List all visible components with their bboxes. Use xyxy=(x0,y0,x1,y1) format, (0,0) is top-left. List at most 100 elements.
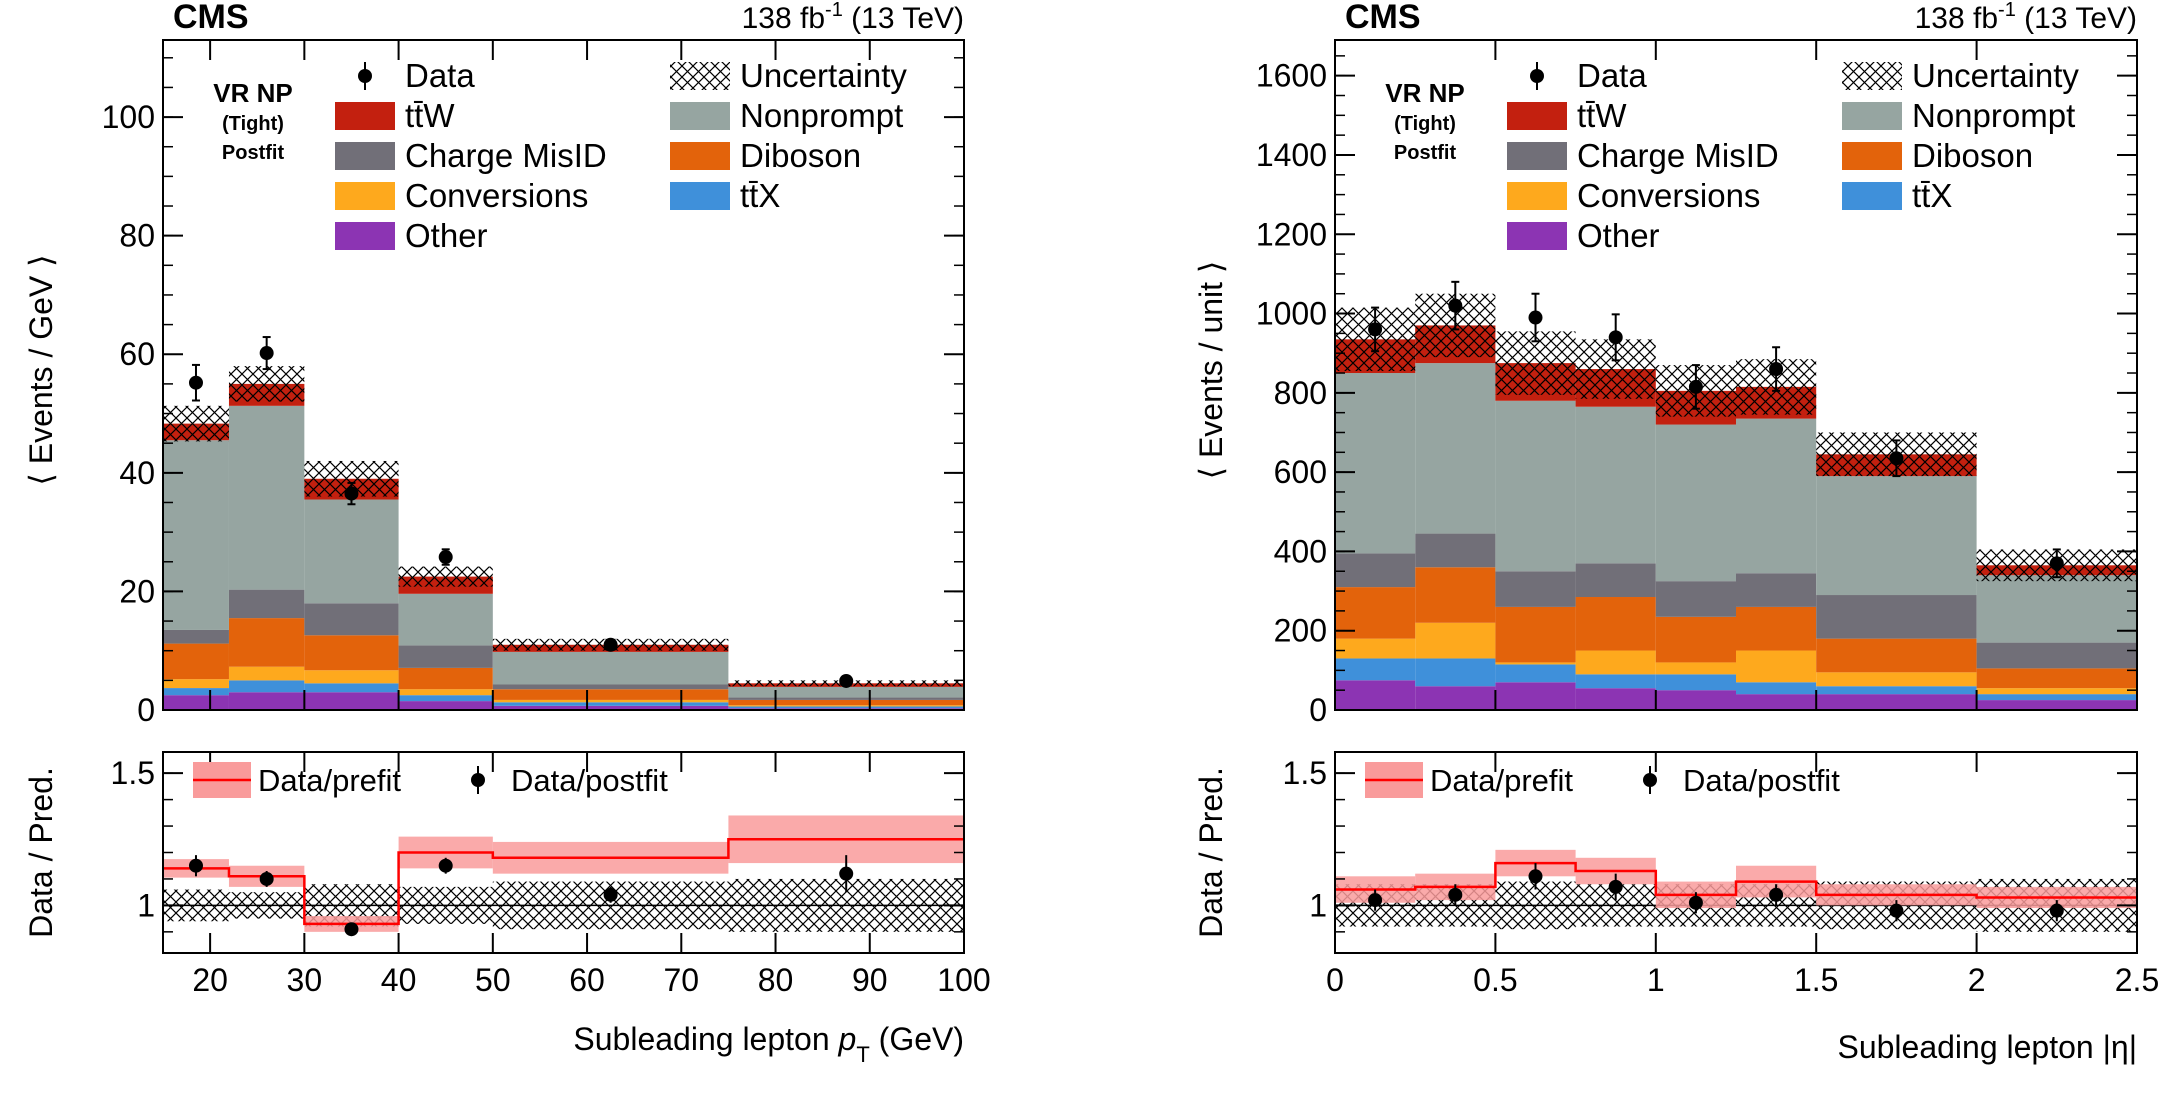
ratio-legend-prefit-label: Data/prefit xyxy=(258,763,401,798)
x-tick-label: 30 xyxy=(287,962,323,998)
bar-diboson xyxy=(1575,597,1656,651)
data-point xyxy=(259,346,274,361)
bar-ttX xyxy=(1976,694,2137,701)
bar-nonprompt xyxy=(228,405,305,590)
bar-charge_misid xyxy=(1736,573,1817,607)
y-tick-label: 1400 xyxy=(1256,137,1327,173)
ratio-postfit-point xyxy=(1608,879,1623,894)
legend-label-charge_misid: Charge MisID xyxy=(405,137,607,174)
legend-swatch-uncertainty xyxy=(1842,62,1902,90)
y-axis-label: ⟨ Events / unit ⟩ xyxy=(1193,261,1229,480)
bar-conversions xyxy=(728,705,964,707)
bar-other xyxy=(1415,686,1496,710)
y-tick-label: 0 xyxy=(137,692,155,728)
legend-label-nonprompt: Nonprompt xyxy=(1912,97,2075,134)
x-axis-label: Subleading lepton pT (GeV) xyxy=(573,1021,964,1067)
right-panel-eta: 0 200 400 600 800 1000 1200 1400 1600 0 0.5 1 1.5 2 2.… xyxy=(1193,0,2159,1065)
bar-ttX xyxy=(398,695,493,702)
bar-ttX xyxy=(228,680,305,693)
ratio-postfit-point xyxy=(344,922,359,937)
lumi-label: 138 fb-1 (13 TeV) xyxy=(742,0,964,35)
bar-charge_misid xyxy=(398,645,493,668)
legend-swatch-ttX xyxy=(670,182,730,210)
data-point xyxy=(2049,556,2064,571)
y-tick-label: 1000 xyxy=(1256,296,1327,332)
ratio-postfit-point xyxy=(1528,869,1543,884)
bar-nonprompt xyxy=(1415,363,1496,534)
legend-swatch-charge_misid xyxy=(1507,142,1567,170)
y-tick-label: 0 xyxy=(1309,692,1327,728)
y-tick-label: 40 xyxy=(119,455,155,491)
legend-label-conversions: Conversions xyxy=(405,177,588,214)
bar-conversions xyxy=(1335,638,1416,659)
region-label-line3: Postfit xyxy=(222,142,285,164)
lumi-label: 138 fb-1 (13 TeV) xyxy=(1915,0,2137,35)
legend-label-charge_misid: Charge MisID xyxy=(1577,137,1779,174)
bar-diboson xyxy=(228,618,305,667)
region-label-line1: VR NP xyxy=(1385,78,1464,108)
ratio-y-tick-label: 1.5 xyxy=(111,755,155,791)
bar-nonprompt xyxy=(1575,406,1656,564)
y-tick-label: 100 xyxy=(102,99,155,135)
bar-nonprompt xyxy=(1976,575,2137,643)
ratio-legend-postfit-label: Data/postfit xyxy=(511,763,668,798)
bar-conversions xyxy=(1415,622,1496,659)
x-tick-label: 60 xyxy=(569,962,605,998)
bar-other xyxy=(1976,700,2137,710)
legend-swatch-ttW xyxy=(1507,102,1567,130)
bar-other xyxy=(398,701,493,710)
ratio-postfit-point xyxy=(603,887,618,902)
legend-swatch-conversions xyxy=(1507,182,1567,210)
bar-nonprompt xyxy=(1335,373,1416,554)
main-plot-frame xyxy=(1334,39,2138,711)
data-point xyxy=(1448,298,1463,313)
legend-swatch-ttX xyxy=(1842,182,1902,210)
ratio-y-tick-label: 1 xyxy=(1309,887,1327,923)
bar-other xyxy=(1335,680,1416,710)
legend-swatch-uncertainty xyxy=(670,62,730,90)
bar-conversions xyxy=(1575,650,1656,675)
data-point xyxy=(1769,362,1784,377)
bar-conversions xyxy=(163,679,229,689)
y-tick-label: 20 xyxy=(119,573,155,609)
legend-label-uncertainty: Uncertainty xyxy=(1912,57,2079,94)
legend-swatch-diboson xyxy=(670,142,730,170)
legend-swatch-nonprompt xyxy=(1842,102,1902,130)
bar-charge_misid xyxy=(1495,571,1576,607)
bar-conversions xyxy=(1495,662,1576,665)
bar-ttX xyxy=(1816,686,1977,695)
data-point xyxy=(1528,310,1543,325)
y-tick-label: 200 xyxy=(1274,613,1327,649)
legend-label-conversions: Conversions xyxy=(1577,177,1760,214)
data-point xyxy=(839,673,854,688)
x-tick-label: 100 xyxy=(937,962,990,998)
uncertainty-band xyxy=(398,566,493,587)
legend-swatch-other xyxy=(335,222,395,250)
main-plot-frame xyxy=(162,39,965,711)
bar-charge_misid xyxy=(1575,563,1656,598)
data-point xyxy=(438,550,453,565)
legend-label-diboson: Diboson xyxy=(740,137,861,174)
bar-diboson xyxy=(1736,606,1817,651)
bar-nonprompt xyxy=(1816,476,1977,596)
ratio-postfit-point xyxy=(188,858,203,873)
legend-label-other: Other xyxy=(405,217,488,254)
ratio-prefit-line xyxy=(163,838,964,926)
y-tick-label: 80 xyxy=(119,218,155,254)
ratio-y-tick-label: 1.5 xyxy=(1283,755,1327,791)
legend-swatch-charge_misid xyxy=(335,142,395,170)
bar-diboson xyxy=(1655,616,1736,663)
legend-label-diboson: Diboson xyxy=(1912,137,2033,174)
bar-other xyxy=(492,705,729,710)
legend-label-nonprompt: Nonprompt xyxy=(740,97,903,134)
x-tick-label: 2 xyxy=(1968,962,1986,998)
x-axis-label: Subleading lepton |η| xyxy=(1837,1029,2137,1065)
x-tick-label: 70 xyxy=(663,962,699,998)
bar-diboson xyxy=(163,643,229,680)
legend-swatch-other xyxy=(1507,222,1567,250)
ratio-y-axis-label: Data / Pred. xyxy=(23,767,59,938)
x-tick-label: 40 xyxy=(381,962,417,998)
uncertainty-band xyxy=(163,405,229,442)
ratio-legend-prefit-label: Data/prefit xyxy=(1430,763,1573,798)
x-tick-label: 50 xyxy=(475,962,511,998)
